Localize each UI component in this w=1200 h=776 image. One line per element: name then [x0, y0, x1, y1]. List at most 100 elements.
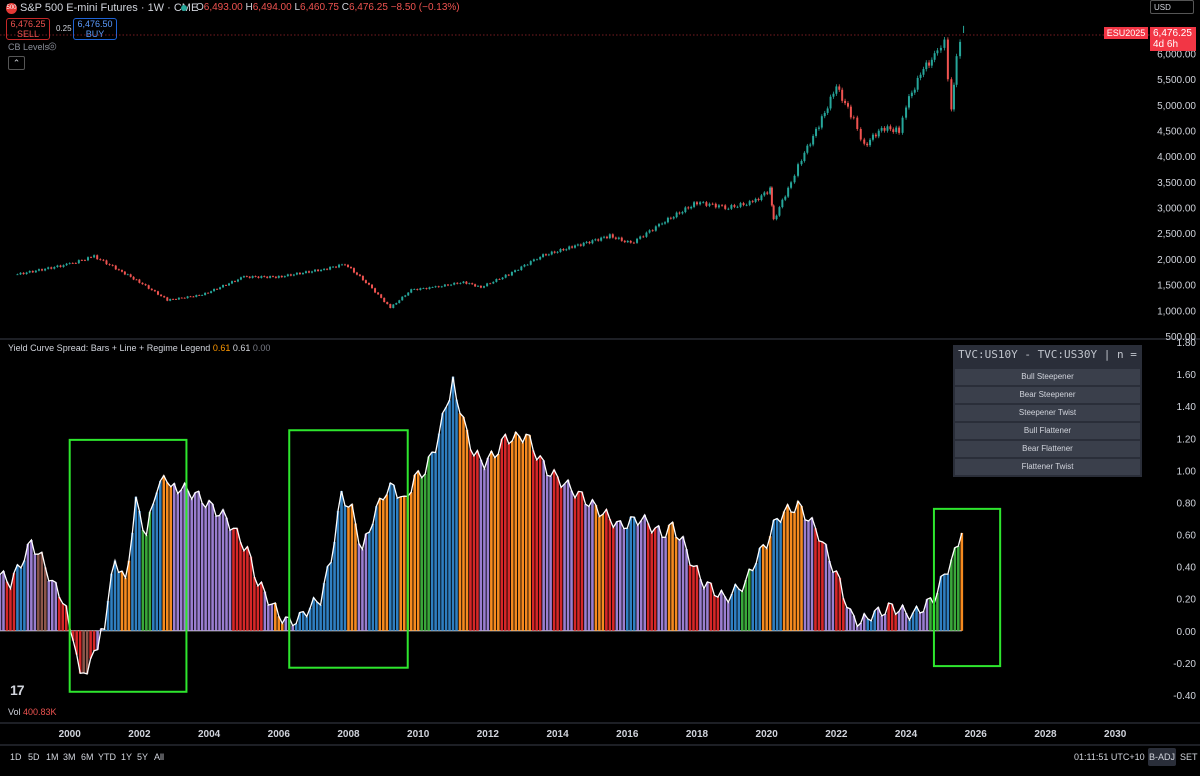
spread-bar: [427, 456, 430, 631]
price-candle: [901, 117, 904, 133]
tradingview-logo[interactable]: 17: [10, 682, 25, 698]
buy-button[interactable]: 6,476.50 BUY: [73, 18, 117, 40]
volume-value: 400.83K: [23, 707, 57, 717]
symbol-title[interactable]: S&P 500 E-mini Futures · 1W · CME: [20, 2, 199, 14]
spread-bar: [880, 615, 883, 631]
price-candle: [68, 263, 71, 264]
spread-bar: [47, 580, 51, 631]
price-candle: [739, 203, 742, 207]
price-candle: [714, 203, 717, 208]
sell-button[interactable]: 6,476.25 SELL: [6, 18, 50, 40]
spread-bar: [218, 515, 221, 631]
spread-bar: [451, 376, 455, 631]
price-candle: [817, 127, 820, 129]
price-candle: [806, 145, 809, 153]
price-candle: [93, 255, 96, 258]
sell-label: SELL: [16, 29, 40, 39]
price-candle: [50, 267, 53, 269]
spread-bar: [368, 532, 371, 631]
price-candle: [153, 290, 156, 292]
price-candle: [352, 268, 355, 273]
cb-levels-label[interactable]: CB Levels: [8, 42, 50, 52]
price-candle: [338, 264, 341, 268]
price-candle: [150, 288, 153, 291]
price-candle: [304, 271, 307, 274]
spread-bar: [849, 608, 852, 631]
timeframe-5d[interactable]: 5D: [28, 752, 40, 762]
spread-bar: [751, 570, 755, 631]
price-candle: [800, 161, 803, 165]
spread-bar: [615, 521, 619, 631]
price-candle: [708, 203, 711, 206]
price-candle: [832, 93, 835, 97]
clock[interactable]: 01:11:51 UTC+10: [1074, 752, 1145, 762]
price-candle: [763, 192, 766, 196]
price-candle: [922, 69, 925, 75]
price-candle: [166, 297, 169, 301]
price-candle: [135, 279, 138, 281]
price-candle: [869, 139, 872, 146]
spread-bar: [322, 583, 326, 631]
price-candle: [623, 240, 626, 243]
regime-legend: TVC:US10Y - TVC:US30Y | n = 20 Bull Stee…: [953, 345, 1142, 477]
timeframe-3m[interactable]: 3M: [63, 752, 76, 762]
back-adjust-toggle[interactable]: B-ADJ: [1148, 748, 1176, 766]
eye-icon[interactable]: ◎: [48, 41, 57, 52]
price-candle: [766, 192, 769, 194]
price-candle: [160, 294, 163, 297]
price-candle: [242, 276, 245, 278]
settlement-toggle[interactable]: SET: [1180, 752, 1198, 762]
spread-bar: [333, 541, 336, 631]
price-candle: [329, 266, 332, 270]
price-candle: [797, 164, 800, 176]
spread-bar: [563, 483, 566, 631]
collapse-chevron-icon[interactable]: ⌃: [8, 56, 25, 70]
price-candle: [395, 303, 398, 305]
spread-bar: [211, 503, 214, 631]
price-candle: [812, 135, 815, 145]
timeframe-all[interactable]: All: [154, 752, 165, 762]
timeframe-6m[interactable]: 6M: [81, 752, 94, 762]
spread-bar: [141, 530, 145, 631]
price-candle: [156, 291, 159, 295]
price-candle: [849, 106, 852, 118]
timeframe-ytd[interactable]: YTD: [98, 752, 116, 762]
timeframe-5y[interactable]: 5Y: [137, 752, 149, 762]
spread-bar: [225, 517, 228, 631]
price-candle: [608, 234, 611, 239]
price-candle: [784, 196, 787, 200]
symbol-logo[interactable]: 500: [6, 3, 17, 14]
indicator-title[interactable]: Yield Curve Spread: Bars + Line + Regime…: [8, 343, 270, 353]
timeframe-1d[interactable]: 1D: [10, 752, 22, 762]
price-candle: [603, 236, 606, 238]
indicator-value-1: 0.61: [212, 343, 231, 353]
price-candle: [507, 274, 510, 276]
indicator-tick-label: 0.80: [1177, 498, 1197, 509]
timeframe-1m[interactable]: 1M: [46, 752, 59, 762]
currency-select[interactable]: USD: [1150, 0, 1194, 14]
bar-countdown: 4d 6h: [1153, 39, 1179, 50]
indicator-tick-label: 1.20: [1177, 434, 1197, 445]
price-candle: [147, 285, 150, 289]
price-candle: [844, 100, 847, 104]
spread-bar: [326, 566, 329, 631]
price-candle: [41, 269, 44, 271]
timeframe-1y[interactable]: 1Y: [121, 752, 133, 762]
spread-bar: [312, 597, 315, 631]
spread-bar: [730, 594, 734, 631]
price-candle: [933, 53, 936, 60]
time-tick-label: 2022: [825, 729, 848, 740]
price-candle: [895, 127, 898, 132]
price-candle: [25, 272, 28, 275]
spread-bar: [361, 549, 364, 631]
price-candle: [289, 274, 292, 276]
price-tick-label: 3,000.00: [1157, 204, 1196, 215]
price-candle: [440, 286, 443, 288]
price-candle: [544, 254, 547, 256]
price-candle: [99, 259, 102, 260]
indicator-tick-label: 0.00: [1177, 627, 1197, 638]
price-tick-label: 6,000.00: [1157, 49, 1196, 60]
price-candle: [47, 267, 50, 269]
price-candle: [364, 280, 367, 283]
price-candle: [317, 269, 320, 272]
